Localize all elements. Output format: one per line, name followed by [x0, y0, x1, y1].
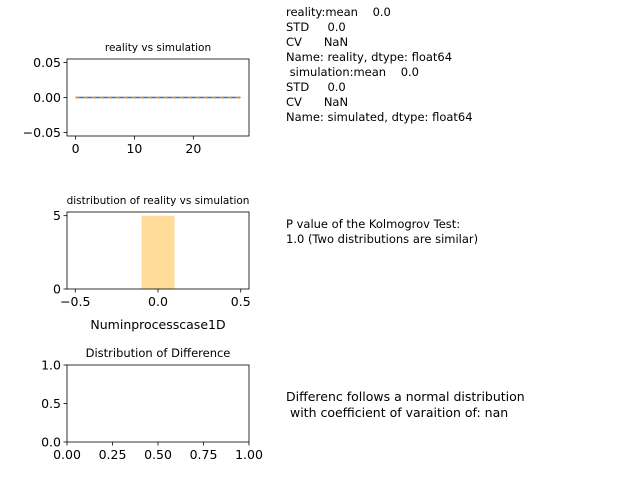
axes-frame	[66, 364, 250, 443]
x-tick-label: 10	[126, 141, 142, 156]
x-tick-label: 20	[185, 141, 201, 156]
y-tick-label: 1.0	[41, 358, 61, 373]
chart-2-title: distribution of reality vs simulation	[67, 195, 250, 207]
histogram-bar	[141, 215, 175, 289]
x-tick-label: 0.75	[190, 447, 218, 462]
x-tick-label: 0.0	[148, 294, 168, 309]
chart-1-title: reality vs simulation	[105, 42, 211, 54]
y-tick-label: 0.5	[41, 396, 61, 411]
y-tick-label: 0.0	[41, 435, 61, 450]
x-tick-label: 1.00	[235, 447, 263, 462]
x-tick-label: 0.25	[99, 447, 127, 462]
x-axis-label: Numinprocesscase1D	[90, 317, 225, 332]
ks-test-text: P value of the Kolmogrov Test: 1.0 (Two …	[286, 217, 479, 246]
y-tick-label: 5	[53, 208, 61, 223]
x-tick-label: 0.50	[144, 447, 172, 462]
x-tick-label: 0.00	[53, 447, 81, 462]
y-tick-label: 0	[53, 282, 61, 297]
x-tick-label: 0	[72, 141, 80, 156]
x-tick-label: 0.5	[231, 294, 251, 309]
stats-summary-text: reality:mean 0.0 STD 0.0 CV NaN Name: re…	[286, 5, 473, 124]
y-tick-label: 0.00	[33, 90, 61, 105]
y-tick-label: −0.05	[23, 125, 61, 140]
x-tick-label: −0.5	[60, 294, 90, 309]
y-tick-label: 0.05	[33, 55, 61, 70]
difference-note-text: Differenc follows a normal distribution …	[286, 389, 525, 420]
chart-3-title: Distribution of Difference	[86, 346, 231, 360]
